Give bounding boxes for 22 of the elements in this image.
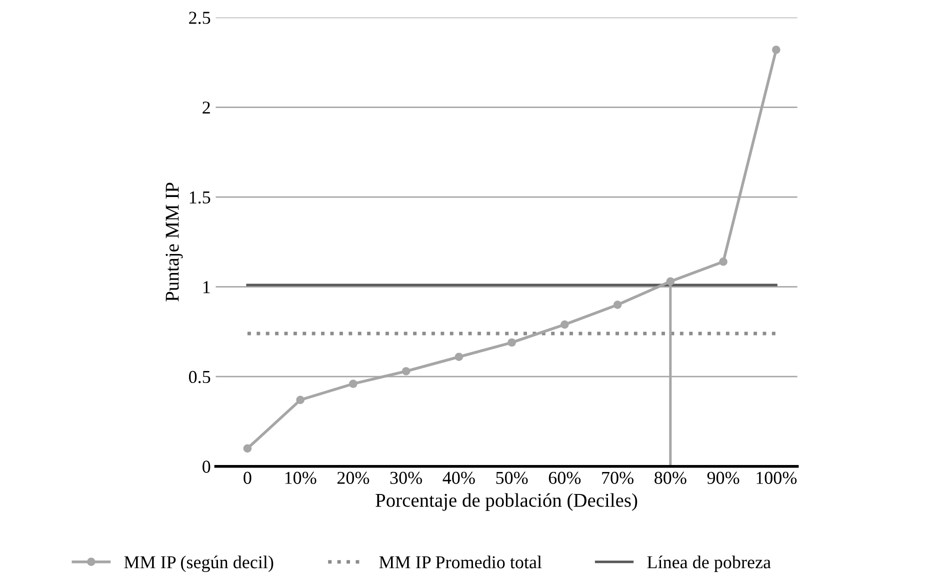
y-tick-label: 0.5 [189,370,210,384]
x-tick-label: 50% [496,472,528,484]
x-tick-label: 60% [548,472,581,484]
x-tick-label: 20% [337,472,370,484]
y-tick-label: 2.5 [189,12,210,24]
y-tick-label: 2 [202,102,210,114]
x-tick-label: 10% [285,472,316,484]
y-axis-title: Puntaje MM IP [166,182,183,302]
x-axis-title: Porcentaje de población (Deciles) [376,493,638,511]
y-tick-label: 1.5 [190,191,210,204]
legend-label: MM IP (según decil) [124,556,274,572]
legend-label: Línea de pobreza [647,556,771,572]
x-tick-label: 80% [654,472,686,484]
x-tick-label: 0 [244,472,252,484]
x-tick-label: 70% [602,472,634,484]
x-tick-label: 40% [442,472,475,484]
legend-label: MM IP Promedio total [379,556,542,568]
x-tick-label: 90% [707,472,740,484]
x-tick-label: 30% [390,472,422,484]
y-tick-label: 1 [203,281,210,294]
y-tick-label: 0 [202,460,210,473]
x-tick-label: 100% [756,472,797,484]
